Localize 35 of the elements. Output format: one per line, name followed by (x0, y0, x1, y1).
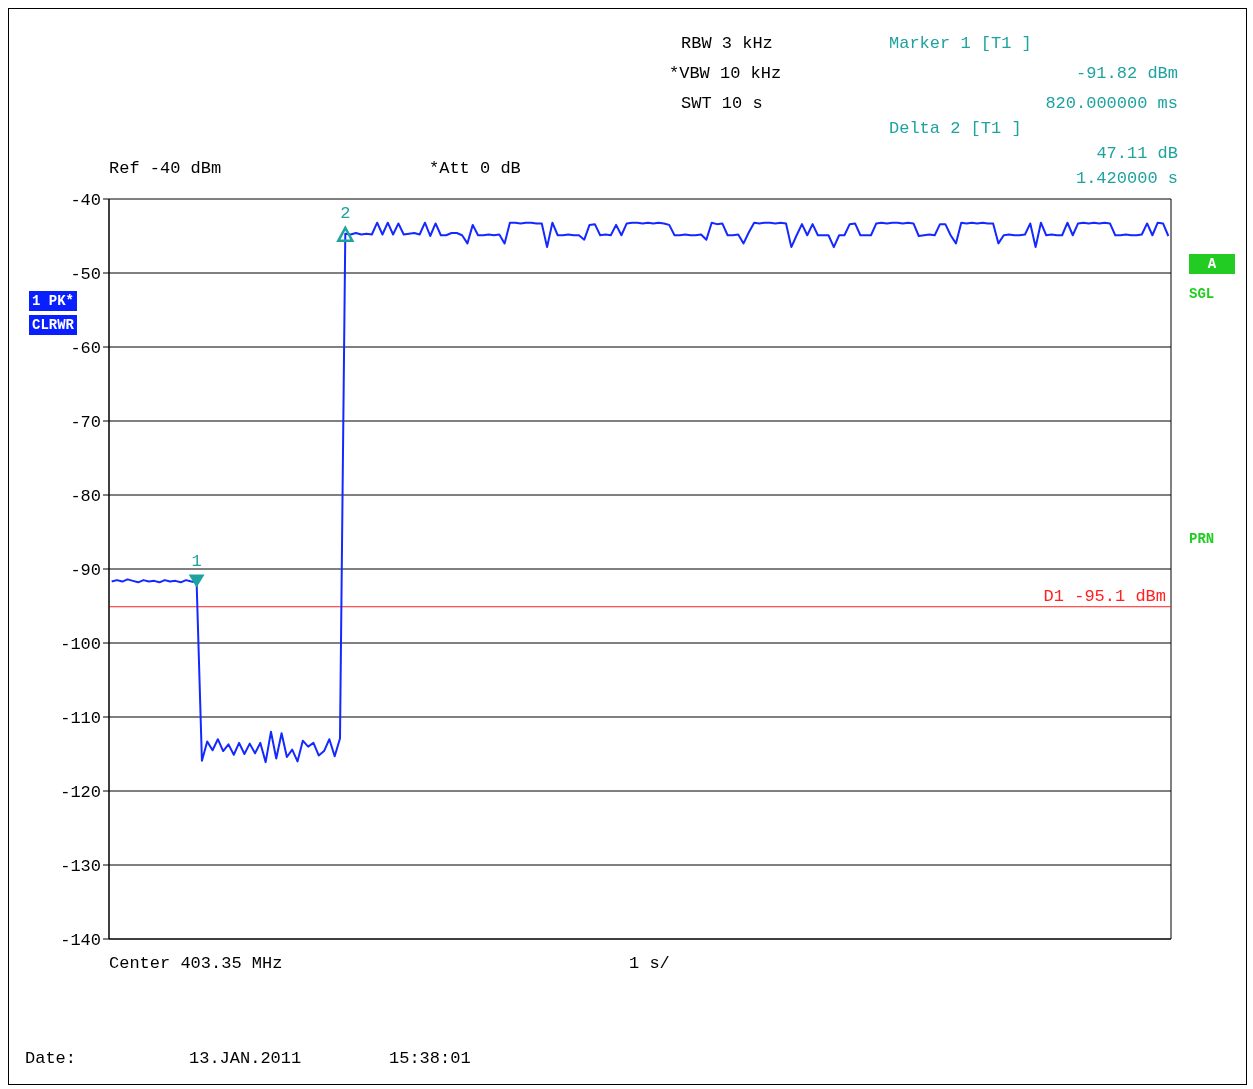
y-tick-label: -110 (60, 709, 101, 729)
text: SWT 10 s (681, 94, 763, 114)
text: 820.000000 ms (1045, 94, 1178, 114)
text: 1 PK* (29, 291, 78, 311)
text: PRN (1189, 530, 1215, 549)
text: 47.11 dB (1096, 144, 1178, 164)
y-tick-label: -80 (70, 487, 101, 507)
text: 13.JAN.2011 (189, 1049, 302, 1069)
y-tick-label: -130 (60, 857, 101, 877)
y-tick-label: -120 (60, 783, 101, 803)
text: CLRWR (29, 315, 78, 335)
text: *Att 0 dB (429, 159, 521, 179)
text: Date: (25, 1049, 77, 1069)
y-tick-label: -40 (70, 191, 101, 211)
text: SGL (1189, 285, 1215, 304)
y-tick-label: -60 (70, 339, 101, 359)
text: Marker 1 [T1 ] (889, 34, 1032, 54)
text: RBW 3 kHz (681, 34, 773, 54)
annotation: 2 (340, 203, 351, 223)
text: Ref -40 dBm (109, 159, 222, 179)
text: *VBW 10 kHz (669, 64, 782, 84)
text: 1 s/ (629, 954, 670, 974)
y-tick-label: -140 (60, 931, 101, 951)
text: 1.420000 s (1075, 169, 1178, 189)
text: Delta 2 [T1 ] (889, 119, 1022, 139)
ref-line-label: D1 -95.1 dBm (1043, 586, 1166, 606)
annotation: 1 (191, 552, 202, 572)
text: Center 403.35 MHz (109, 954, 283, 974)
text: A (1189, 254, 1235, 274)
text: -91.82 dBm (1075, 64, 1178, 84)
y-tick-label: -50 (70, 265, 101, 285)
y-tick-label: -70 (70, 413, 101, 433)
text: 15:38:01 (389, 1049, 471, 1069)
y-tick-label: -100 (60, 635, 101, 655)
y-tick-label: -90 (70, 561, 101, 581)
